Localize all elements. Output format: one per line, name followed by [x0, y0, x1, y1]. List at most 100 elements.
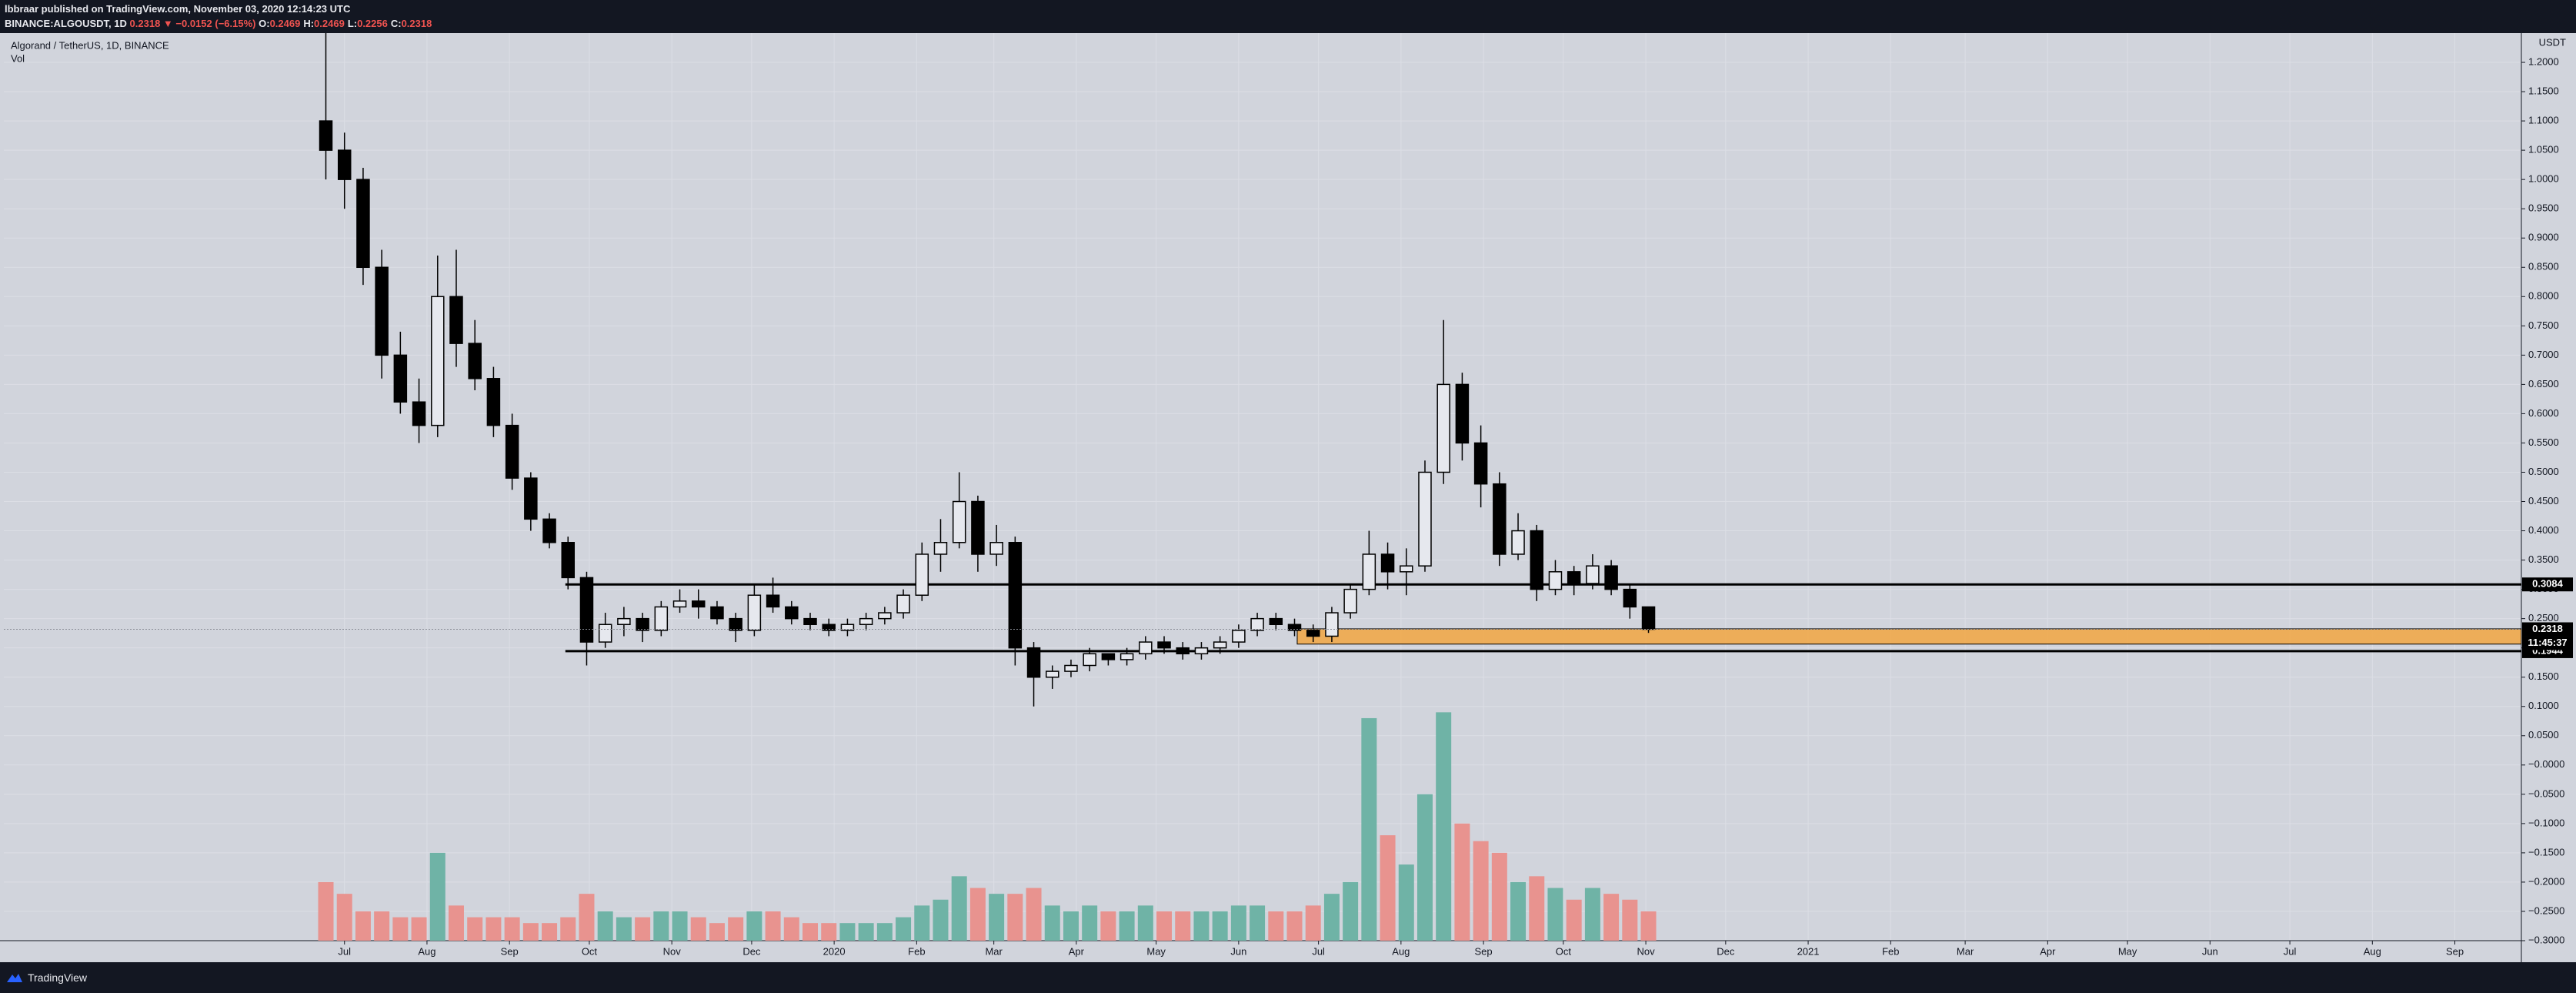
- volume-bar: [1603, 894, 1620, 941]
- volume-bar: [1305, 905, 1321, 941]
- candle-body: [803, 617, 817, 626]
- x-tick-label: Aug: [2364, 945, 2381, 957]
- volume-bar: [504, 917, 520, 941]
- y-tick-label: 1.1500: [2528, 85, 2559, 97]
- brand: TradingView: [28, 971, 88, 984]
- volume-bar: [522, 923, 539, 941]
- x-tick-label: May: [2118, 945, 2137, 957]
- volume-bar: [1007, 894, 1023, 941]
- volume-bar: [1473, 841, 1489, 941]
- candle-body: [1586, 565, 1600, 584]
- volume-bar: [1250, 905, 1266, 941]
- volume-bar: [1398, 864, 1414, 941]
- candle-body: [859, 617, 873, 626]
- x-tick-label: Oct: [1556, 945, 1572, 957]
- volume-bar: [1454, 823, 1470, 941]
- y-tick-label: −0.1500: [2528, 846, 2564, 858]
- candle-body: [1269, 617, 1283, 626]
- candle-body: [1473, 442, 1488, 485]
- y-tick-label: 0.2500: [2528, 612, 2559, 624]
- volume-bar: [1361, 717, 1377, 941]
- ohlc-value: 0.2469: [314, 18, 345, 29]
- volume-bar: [1566, 899, 1582, 941]
- y-tick-label: 0.9000: [2528, 232, 2559, 243]
- candle-body: [1362, 553, 1376, 590]
- x-tick-label: Jun: [1230, 945, 1246, 957]
- x-tick-label: Nov: [1637, 945, 1656, 957]
- volume-bar: [765, 911, 781, 941]
- y-tick-label: 0.8000: [2528, 290, 2559, 302]
- footer: TradingView: [6, 964, 87, 991]
- ohlc-value: 0.2318: [401, 18, 432, 29]
- volume-bar: [1622, 899, 1638, 941]
- volume-bar: [616, 917, 632, 941]
- x-tick-label: Jul: [2284, 945, 2297, 957]
- candle-body: [636, 617, 649, 631]
- x-tick-label: Apr: [2040, 945, 2056, 957]
- volume-bar: [709, 923, 725, 941]
- y-tick-label: 0.3500: [2528, 553, 2559, 565]
- price-tag-bg: [2522, 622, 2573, 637]
- change: ▼ −0.0152 (−6.15%): [162, 18, 256, 29]
- volume-bar: [1230, 905, 1246, 941]
- candle-body: [785, 606, 799, 620]
- volume-bar: [951, 876, 967, 941]
- volume-bar: [1286, 911, 1303, 941]
- candle-body: [710, 606, 724, 620]
- volume-bar: [914, 905, 930, 941]
- volume-bar: [876, 923, 893, 941]
- candle-body: [1400, 565, 1413, 573]
- volume-bar: [1175, 911, 1191, 941]
- volume-bar: [690, 917, 706, 941]
- ohlc-label: C:: [390, 18, 402, 29]
- x-tick-label: Sep: [2446, 945, 2464, 957]
- volume-bar: [1082, 905, 1098, 941]
- candle-body: [542, 518, 556, 543]
- volume-bar: [597, 911, 613, 941]
- y-tick-label: 0.5000: [2528, 466, 2559, 477]
- x-tick-label: Feb: [908, 945, 925, 957]
- y-tick-label: 0.0500: [2528, 729, 2559, 741]
- y-tick-label: 0.6000: [2528, 407, 2559, 419]
- volume-bar: [989, 894, 1005, 941]
- volume-bar: [448, 905, 464, 941]
- volume-bar: [746, 911, 762, 941]
- y-tick-label: 1.0500: [2528, 144, 2559, 155]
- x-tick-label: Mar: [1957, 945, 1974, 957]
- volume-bar: [486, 917, 502, 941]
- y-tick-label: −0.0000: [2528, 758, 2564, 770]
- published-line: lbbraar published on TradingView.com, No…: [5, 3, 351, 15]
- volume-bar: [839, 923, 856, 941]
- volume-bar: [728, 917, 744, 941]
- x-tick-label: Aug: [418, 945, 435, 957]
- candle-body: [524, 477, 538, 520]
- candle-body: [691, 600, 706, 608]
- candle-body: [449, 296, 463, 344]
- candle-body: [1139, 641, 1153, 655]
- candle-body: [1232, 630, 1246, 643]
- candle-body: [468, 343, 482, 379]
- candle-body: [1213, 641, 1227, 649]
- candle-body: [1325, 612, 1339, 637]
- y-tick-label: 1.2000: [2528, 55, 2559, 67]
- candle-body: [1306, 630, 1320, 637]
- volume-bar: [1380, 835, 1396, 941]
- candle-body: [1157, 641, 1171, 649]
- candle-body: [1604, 565, 1618, 590]
- level-tag: 0.3084: [2532, 578, 2564, 590]
- x-tick-label: May: [1146, 945, 1166, 957]
- x-tick-label: Apr: [1069, 945, 1085, 957]
- volume-bar: [336, 894, 352, 941]
- volume-bar: [392, 917, 409, 941]
- x-tick-label: 2020: [823, 945, 846, 957]
- candle-body: [337, 149, 352, 180]
- candle-body: [915, 553, 929, 596]
- price-tag: 0.2318: [2532, 623, 2563, 634]
- volume-bar: [1584, 888, 1600, 941]
- volume-bar: [1026, 888, 1042, 941]
- volume-bar: [429, 852, 445, 941]
- ohlc-label: H:: [303, 18, 315, 29]
- volume-bar: [374, 911, 390, 941]
- y-tick-label: 0.8500: [2528, 261, 2559, 272]
- candle-body: [747, 594, 762, 631]
